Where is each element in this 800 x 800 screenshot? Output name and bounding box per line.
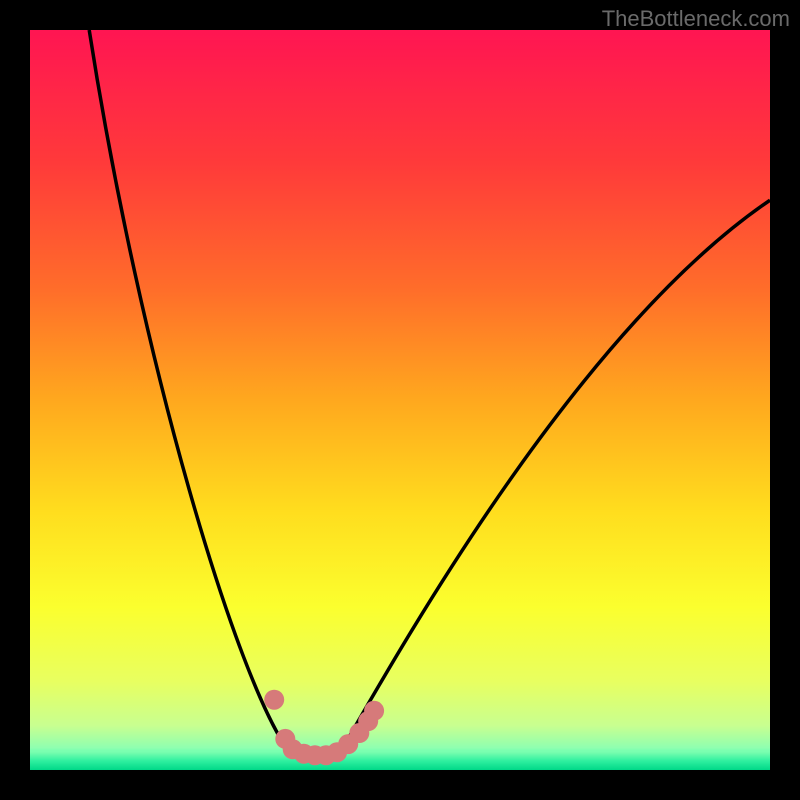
- chart-plot-area: [30, 30, 770, 770]
- watermark-text: TheBottleneck.com: [602, 6, 790, 32]
- green-band: [30, 752, 770, 771]
- curve-marker: [364, 701, 384, 721]
- gradient-background: [30, 30, 770, 770]
- curve-marker: [264, 690, 284, 710]
- bottleneck-curve-chart: [30, 30, 770, 770]
